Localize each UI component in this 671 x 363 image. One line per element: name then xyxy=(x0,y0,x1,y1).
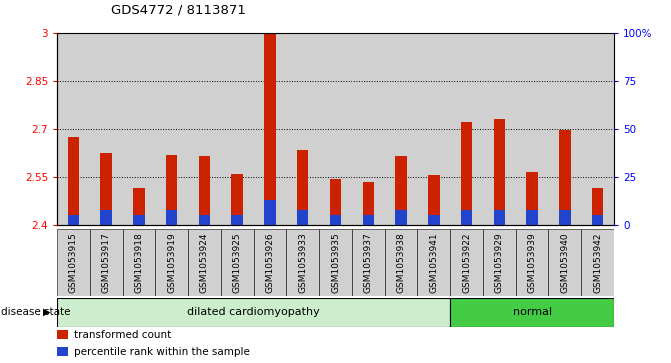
Bar xyxy=(581,33,614,225)
Bar xyxy=(264,200,276,225)
Bar xyxy=(329,179,342,225)
Text: GSM1053922: GSM1053922 xyxy=(462,232,471,293)
Bar xyxy=(90,229,123,296)
Bar xyxy=(450,33,483,225)
Bar xyxy=(297,150,309,225)
Bar xyxy=(362,216,374,225)
Text: GSM1053924: GSM1053924 xyxy=(200,232,209,293)
Text: GDS4772 / 8113871: GDS4772 / 8113871 xyxy=(111,3,246,16)
Bar xyxy=(57,347,68,356)
Bar xyxy=(199,156,210,225)
Text: GSM1053919: GSM1053919 xyxy=(167,232,176,293)
Bar xyxy=(395,210,407,225)
Text: GSM1053915: GSM1053915 xyxy=(69,232,78,293)
Bar xyxy=(548,33,581,225)
Bar xyxy=(123,33,155,225)
Text: percentile rank within the sample: percentile rank within the sample xyxy=(74,347,250,356)
Bar xyxy=(516,33,548,225)
Bar xyxy=(287,229,319,296)
Bar xyxy=(352,229,384,296)
Bar xyxy=(68,216,79,225)
Text: GSM1053935: GSM1053935 xyxy=(331,232,340,293)
Bar xyxy=(384,229,417,296)
Bar xyxy=(188,229,221,296)
Bar xyxy=(450,298,614,327)
Text: disease state: disease state xyxy=(1,307,70,317)
Text: GSM1053939: GSM1053939 xyxy=(527,232,537,293)
Bar xyxy=(68,137,79,225)
Bar xyxy=(297,210,309,225)
Bar xyxy=(221,229,254,296)
Text: dilated cardiomyopathy: dilated cardiomyopathy xyxy=(187,307,320,317)
Text: GSM1053926: GSM1053926 xyxy=(266,232,274,293)
Bar xyxy=(254,229,287,296)
Bar xyxy=(254,33,287,225)
Bar xyxy=(428,175,440,225)
Bar xyxy=(231,216,243,225)
Text: transformed count: transformed count xyxy=(74,330,171,339)
Bar xyxy=(548,229,581,296)
Bar xyxy=(384,33,417,225)
Bar xyxy=(516,229,548,296)
Bar xyxy=(483,33,516,225)
Text: GSM1053933: GSM1053933 xyxy=(298,232,307,293)
Bar xyxy=(526,210,537,225)
Bar xyxy=(166,210,177,225)
Text: normal: normal xyxy=(513,307,552,317)
Bar xyxy=(90,33,123,225)
Text: GSM1053918: GSM1053918 xyxy=(134,232,144,293)
Bar xyxy=(559,130,570,225)
Bar xyxy=(461,210,472,225)
Bar xyxy=(287,33,319,225)
Bar xyxy=(450,229,483,296)
Bar xyxy=(319,229,352,296)
Bar xyxy=(134,216,145,225)
Text: GSM1053917: GSM1053917 xyxy=(102,232,111,293)
Bar xyxy=(329,216,342,225)
Bar xyxy=(166,155,177,225)
Text: GSM1053938: GSM1053938 xyxy=(397,232,405,293)
Bar xyxy=(526,172,537,225)
Bar xyxy=(101,153,112,225)
Bar xyxy=(188,33,221,225)
Bar xyxy=(57,33,90,225)
Bar xyxy=(319,33,352,225)
Bar xyxy=(494,210,505,225)
Text: GSM1053942: GSM1053942 xyxy=(593,232,602,293)
Bar xyxy=(123,229,155,296)
Bar xyxy=(57,330,68,339)
Bar xyxy=(494,119,505,225)
Bar xyxy=(559,210,570,225)
Bar xyxy=(395,156,407,225)
Bar xyxy=(428,216,440,225)
Text: GSM1053925: GSM1053925 xyxy=(233,232,242,293)
Bar xyxy=(199,216,210,225)
Bar xyxy=(483,229,516,296)
Bar xyxy=(592,216,603,225)
Text: GSM1053937: GSM1053937 xyxy=(364,232,373,293)
Text: GSM1053929: GSM1053929 xyxy=(495,232,504,293)
Bar xyxy=(155,33,188,225)
Bar xyxy=(581,229,614,296)
Bar xyxy=(362,182,374,225)
Bar xyxy=(101,210,112,225)
Text: GSM1053940: GSM1053940 xyxy=(560,232,569,293)
Bar xyxy=(221,33,254,225)
Bar xyxy=(417,33,450,225)
Bar xyxy=(231,174,243,225)
Bar xyxy=(155,229,188,296)
Text: GSM1053941: GSM1053941 xyxy=(429,232,438,293)
Bar xyxy=(57,298,450,327)
Bar xyxy=(461,122,472,225)
Bar xyxy=(592,188,603,225)
Bar xyxy=(417,229,450,296)
Bar xyxy=(264,33,276,225)
Text: ▶: ▶ xyxy=(43,307,50,317)
Bar xyxy=(57,229,90,296)
Bar xyxy=(352,33,384,225)
Bar xyxy=(134,188,145,225)
